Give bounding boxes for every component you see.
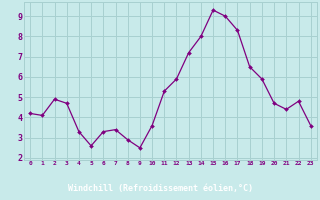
Text: Windchill (Refroidissement éolien,°C): Windchill (Refroidissement éolien,°C): [68, 184, 252, 193]
